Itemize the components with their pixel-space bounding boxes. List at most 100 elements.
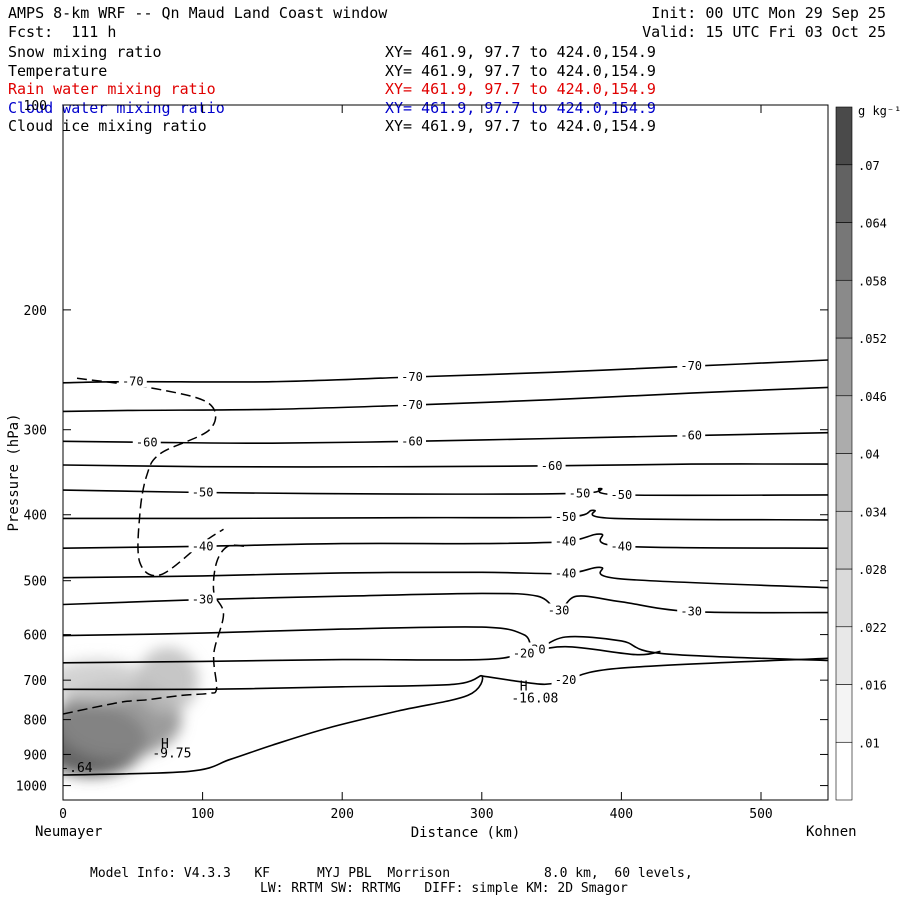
legend-field-name: Temperature	[8, 61, 108, 80]
contour-label-bg	[509, 646, 538, 660]
colorbar-swatch	[835, 741, 853, 801]
colorbar-level-label: .058	[858, 274, 887, 288]
temperature-contour	[63, 533, 828, 549]
temperature-contour	[63, 359, 828, 384]
footer-physics-info: LW: RRTM SW: RRTMG DIFF: simple KM: 2D S…	[260, 881, 628, 896]
contour-label-bg	[397, 370, 426, 384]
contour-label-bg	[551, 509, 580, 523]
colorbar-level-label: .046	[858, 390, 887, 404]
contour-label: -20	[555, 673, 577, 687]
colorbar-level-label: .028	[858, 563, 887, 577]
contour-label: -50	[555, 510, 577, 524]
temperature-contour	[63, 566, 828, 589]
colorbar-swatch	[835, 164, 853, 223]
y-tick-label: 900	[24, 748, 47, 763]
contour-label: -60	[401, 434, 423, 448]
contour-label: -40	[555, 567, 577, 581]
contour-label-bg	[677, 359, 706, 373]
contour-label: -20	[513, 647, 535, 661]
colorbar-swatch	[835, 222, 853, 281]
colorbar-level-label: .064	[858, 217, 887, 231]
colorbar-level-label: .022	[858, 621, 887, 635]
y-tick-label: 800	[24, 714, 47, 729]
contour-label-bg	[118, 374, 147, 388]
chart-annotation: -16.08	[511, 692, 558, 707]
temperature-contour	[63, 645, 661, 664]
footer-model-info: Model Info: V4.3.3 KF MYJ PBL Morrison 8…	[90, 866, 693, 881]
chart-annotation: -.64	[61, 761, 92, 776]
contour-label: -60	[680, 429, 702, 443]
colorbar-level-label: .01	[858, 736, 880, 750]
legend-field-xy: XY= 461.9, 97.7 to 424.0,154.9	[385, 43, 656, 61]
temperature-contour	[63, 674, 484, 776]
contour-label-bg	[607, 487, 636, 501]
colorbar-swatch	[835, 626, 853, 685]
contour-label-bg	[188, 539, 217, 553]
chart-title: AMPS 8-km WRF -- Qn Maud Land Coast wind…	[8, 4, 388, 22]
y-tick-label: 1000	[16, 780, 47, 795]
contour-label-bg	[551, 673, 580, 687]
colorbar-swatch	[835, 510, 853, 570]
colorbar-level-label: .034	[858, 505, 887, 519]
temperature-contour	[63, 626, 828, 662]
legend-field-name: Cloud water mixing ratio	[8, 98, 225, 117]
contour-label: -40	[611, 539, 633, 553]
forecast-hour: Fcst: 111 h	[8, 23, 117, 41]
legend-field-name: Cloud ice mixing ratio	[8, 117, 207, 135]
temperature-contour	[63, 431, 828, 445]
y-tick-label: 200	[24, 304, 47, 319]
legend-field-xy: XY= 461.9, 97.7 to 424.0,154.9	[385, 80, 656, 98]
contour-label-bg	[188, 485, 217, 499]
temperature-contour	[63, 386, 828, 413]
y-tick-label: 100	[24, 99, 47, 114]
contour-label: -50	[192, 486, 214, 500]
contour-label-bg	[565, 486, 594, 500]
colorbar-swatch	[835, 684, 853, 743]
contour-label-bg	[677, 604, 706, 618]
contour-label-bg	[544, 603, 573, 617]
legend-field-name: Snow mixing ratio	[8, 43, 162, 61]
x-tick-label: 500	[749, 807, 772, 822]
colorbar-swatch	[835, 337, 853, 397]
contour-label-bg	[397, 398, 426, 412]
temperature-contour	[63, 592, 828, 614]
temperature-contour	[481, 657, 828, 686]
colorbar-swatch	[835, 568, 853, 628]
snow-shading-blob	[136, 647, 199, 713]
contour-label-bg	[607, 539, 636, 553]
x-axis-label: Distance (km)	[411, 825, 521, 841]
x-left-station: Neumayer	[35, 824, 103, 840]
contour-label: -70	[401, 398, 423, 412]
contour-label-bg	[188, 592, 217, 606]
chart-annotation: H	[520, 680, 528, 695]
chart-annotation: H	[161, 737, 169, 752]
plot-frame	[62, 104, 829, 801]
colorbar-level-label: .052	[858, 332, 887, 346]
legend-field-xy: XY= 461.9, 97.7 to 424.0,154.9	[385, 117, 656, 135]
y-tick-label: 700	[24, 674, 47, 689]
temperature-contour	[63, 463, 828, 468]
y-tick-label: 400	[24, 509, 47, 524]
y-tick-label: 300	[24, 424, 47, 439]
colorbar-swatch	[835, 395, 853, 454]
contour-label-bg	[397, 434, 426, 448]
contour-label: -60	[541, 459, 563, 473]
ice-dashed-contour	[76, 377, 224, 577]
snow-shading-blob	[63, 659, 147, 701]
chart-annotation: -9.75	[152, 747, 191, 762]
contour-label: -70	[680, 359, 702, 373]
x-tick-label: 300	[470, 807, 493, 822]
x-right-station: Kohnen	[806, 824, 857, 840]
colorbar-level-label: .07	[858, 159, 880, 173]
contour-label: -50	[611, 488, 633, 502]
legend-field-xy: XY= 461.9, 97.7 to 424.0,154.9	[385, 61, 656, 80]
temperature-contour	[63, 509, 828, 521]
contour-label: -40	[555, 535, 577, 549]
y-tick-label: 500	[24, 575, 47, 590]
contour-label-bg	[677, 428, 706, 442]
colorbar-swatch	[835, 106, 853, 166]
contour-label: -50	[569, 486, 591, 500]
contour-label: -30	[192, 593, 214, 607]
contour-label-bg	[551, 534, 580, 548]
